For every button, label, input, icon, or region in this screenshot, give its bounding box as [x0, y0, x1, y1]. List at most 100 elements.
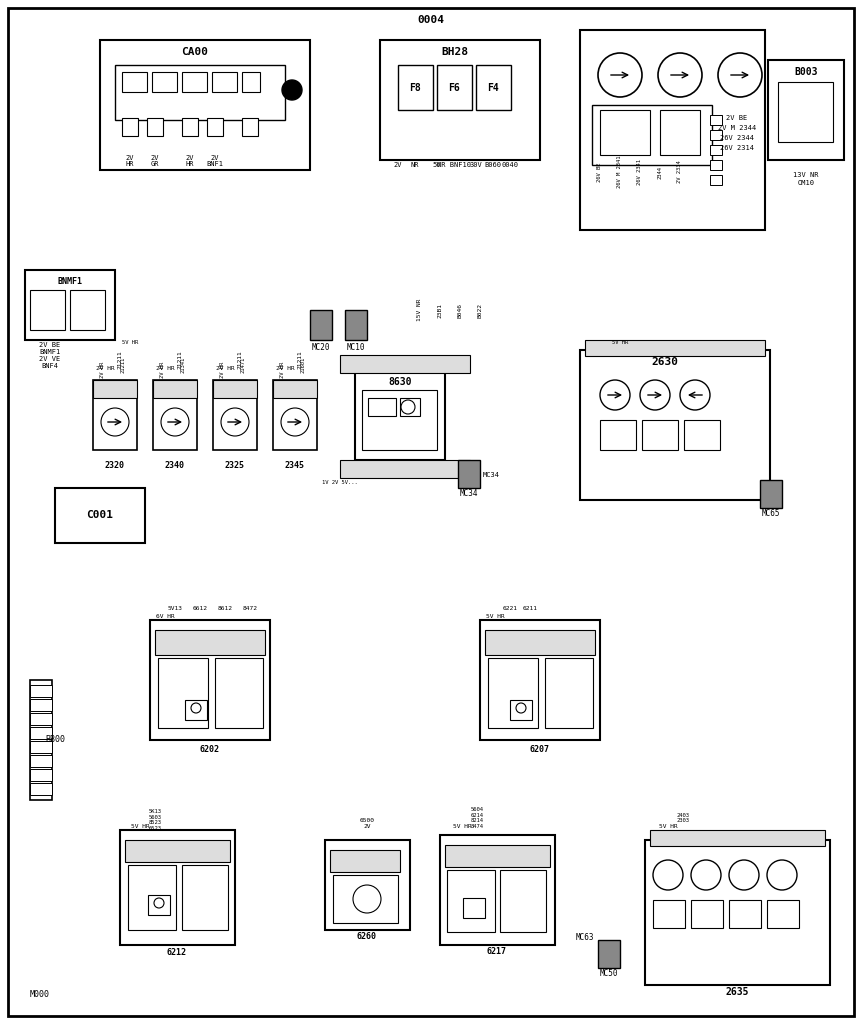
Bar — [25, 270, 115, 340]
Text: OM10: OM10 — [796, 180, 814, 186]
Text: 15V NR: 15V NR — [417, 299, 422, 322]
Text: 2V HR: 2V HR — [276, 366, 294, 371]
Text: 5K13
5603
8523
6523: 5K13 5603 8523 6523 — [148, 809, 161, 831]
Circle shape — [679, 380, 709, 410]
Circle shape — [657, 53, 701, 97]
Bar — [380, 40, 539, 160]
Bar — [344, 310, 367, 340]
Text: 8630: 8630 — [387, 377, 412, 387]
Bar — [579, 30, 764, 230]
Text: 2V: 2V — [393, 162, 402, 168]
Bar — [93, 380, 137, 398]
Text: 2320: 2320 — [105, 461, 125, 469]
Bar — [728, 900, 760, 928]
Bar — [330, 850, 400, 872]
Text: NR: NR — [411, 162, 418, 168]
Bar — [152, 380, 197, 450]
Circle shape — [154, 898, 164, 908]
Text: 6212: 6212 — [167, 948, 187, 957]
Text: 26V M 2341: 26V M 2341 — [616, 156, 622, 188]
Bar — [213, 380, 257, 398]
Bar — [579, 350, 769, 500]
Text: 21471: 21471 — [240, 357, 245, 373]
Text: 5604
6214
8214
8474: 5604 6214 8214 8474 — [470, 807, 483, 829]
Bar — [273, 380, 317, 398]
Text: 6207: 6207 — [530, 745, 549, 755]
Text: 2630: 2630 — [651, 357, 678, 367]
Text: MC63: MC63 — [575, 934, 593, 942]
Bar — [147, 118, 163, 136]
Bar — [447, 870, 494, 932]
Bar — [339, 460, 469, 478]
Text: B046: B046 — [457, 302, 462, 317]
Bar — [182, 72, 207, 92]
Text: 2340: 2340 — [164, 461, 185, 469]
Text: BB00: BB00 — [45, 735, 65, 744]
Text: 6217: 6217 — [486, 947, 506, 956]
Circle shape — [653, 860, 682, 890]
Text: 6500: 6500 — [359, 817, 374, 822]
Bar — [510, 700, 531, 720]
Text: MC10: MC10 — [346, 343, 365, 352]
Circle shape — [281, 408, 308, 436]
Bar — [30, 727, 52, 739]
Text: 2V: 2V — [126, 155, 134, 161]
Text: 2325: 2325 — [225, 461, 245, 469]
Bar — [55, 488, 145, 543]
Bar — [641, 420, 678, 450]
Text: B022: B022 — [477, 302, 482, 317]
Bar — [660, 110, 699, 155]
Bar — [709, 175, 722, 185]
Text: 2V HR: 2V HR — [96, 366, 115, 371]
Text: F6: F6 — [448, 83, 459, 93]
Bar — [148, 895, 170, 915]
Bar — [125, 840, 230, 862]
Text: 5V HR: 5V HR — [131, 823, 149, 828]
Text: 2V: 2V — [185, 155, 194, 161]
Bar — [400, 398, 419, 416]
Text: BNMF1: BNMF1 — [40, 349, 60, 355]
Text: MC50: MC50 — [599, 970, 617, 979]
Text: 5V: 5V — [432, 162, 441, 168]
Bar — [598, 940, 619, 968]
Text: MC20: MC20 — [312, 343, 330, 352]
Text: HR: HR — [126, 161, 134, 167]
Text: BNF1: BNF1 — [207, 161, 223, 167]
Circle shape — [101, 408, 129, 436]
Bar — [158, 658, 208, 728]
Bar — [485, 630, 594, 655]
Text: 6260: 6260 — [356, 933, 376, 941]
Bar — [487, 658, 537, 728]
Text: 2V HR: 2V HR — [160, 361, 165, 378]
Text: 21211: 21211 — [117, 350, 122, 370]
Text: GR: GR — [151, 161, 159, 167]
Bar — [480, 620, 599, 740]
Text: 21211: 21211 — [297, 350, 302, 370]
Bar — [709, 115, 722, 125]
Text: 2V VE: 2V VE — [40, 356, 60, 362]
Bar — [691, 900, 722, 928]
Bar — [127, 865, 176, 930]
Bar — [355, 370, 444, 460]
Text: 2V: 2V — [151, 155, 159, 161]
Bar — [30, 685, 52, 697]
Bar — [398, 65, 432, 110]
Bar — [93, 380, 137, 450]
Circle shape — [598, 53, 641, 97]
Text: 21341: 21341 — [180, 357, 185, 373]
Bar — [599, 420, 635, 450]
Bar — [122, 118, 138, 136]
Bar — [182, 865, 228, 930]
Bar — [709, 145, 722, 155]
Bar — [368, 398, 395, 416]
Text: F8: F8 — [409, 83, 420, 93]
Text: 5V HR: 5V HR — [121, 340, 138, 344]
Text: HR: HR — [185, 161, 194, 167]
Bar — [766, 900, 798, 928]
Text: 0004: 0004 — [417, 15, 444, 25]
Circle shape — [691, 860, 720, 890]
Bar — [332, 874, 398, 923]
Text: 2344: 2344 — [657, 166, 662, 178]
Circle shape — [220, 408, 249, 436]
Bar — [362, 390, 437, 450]
